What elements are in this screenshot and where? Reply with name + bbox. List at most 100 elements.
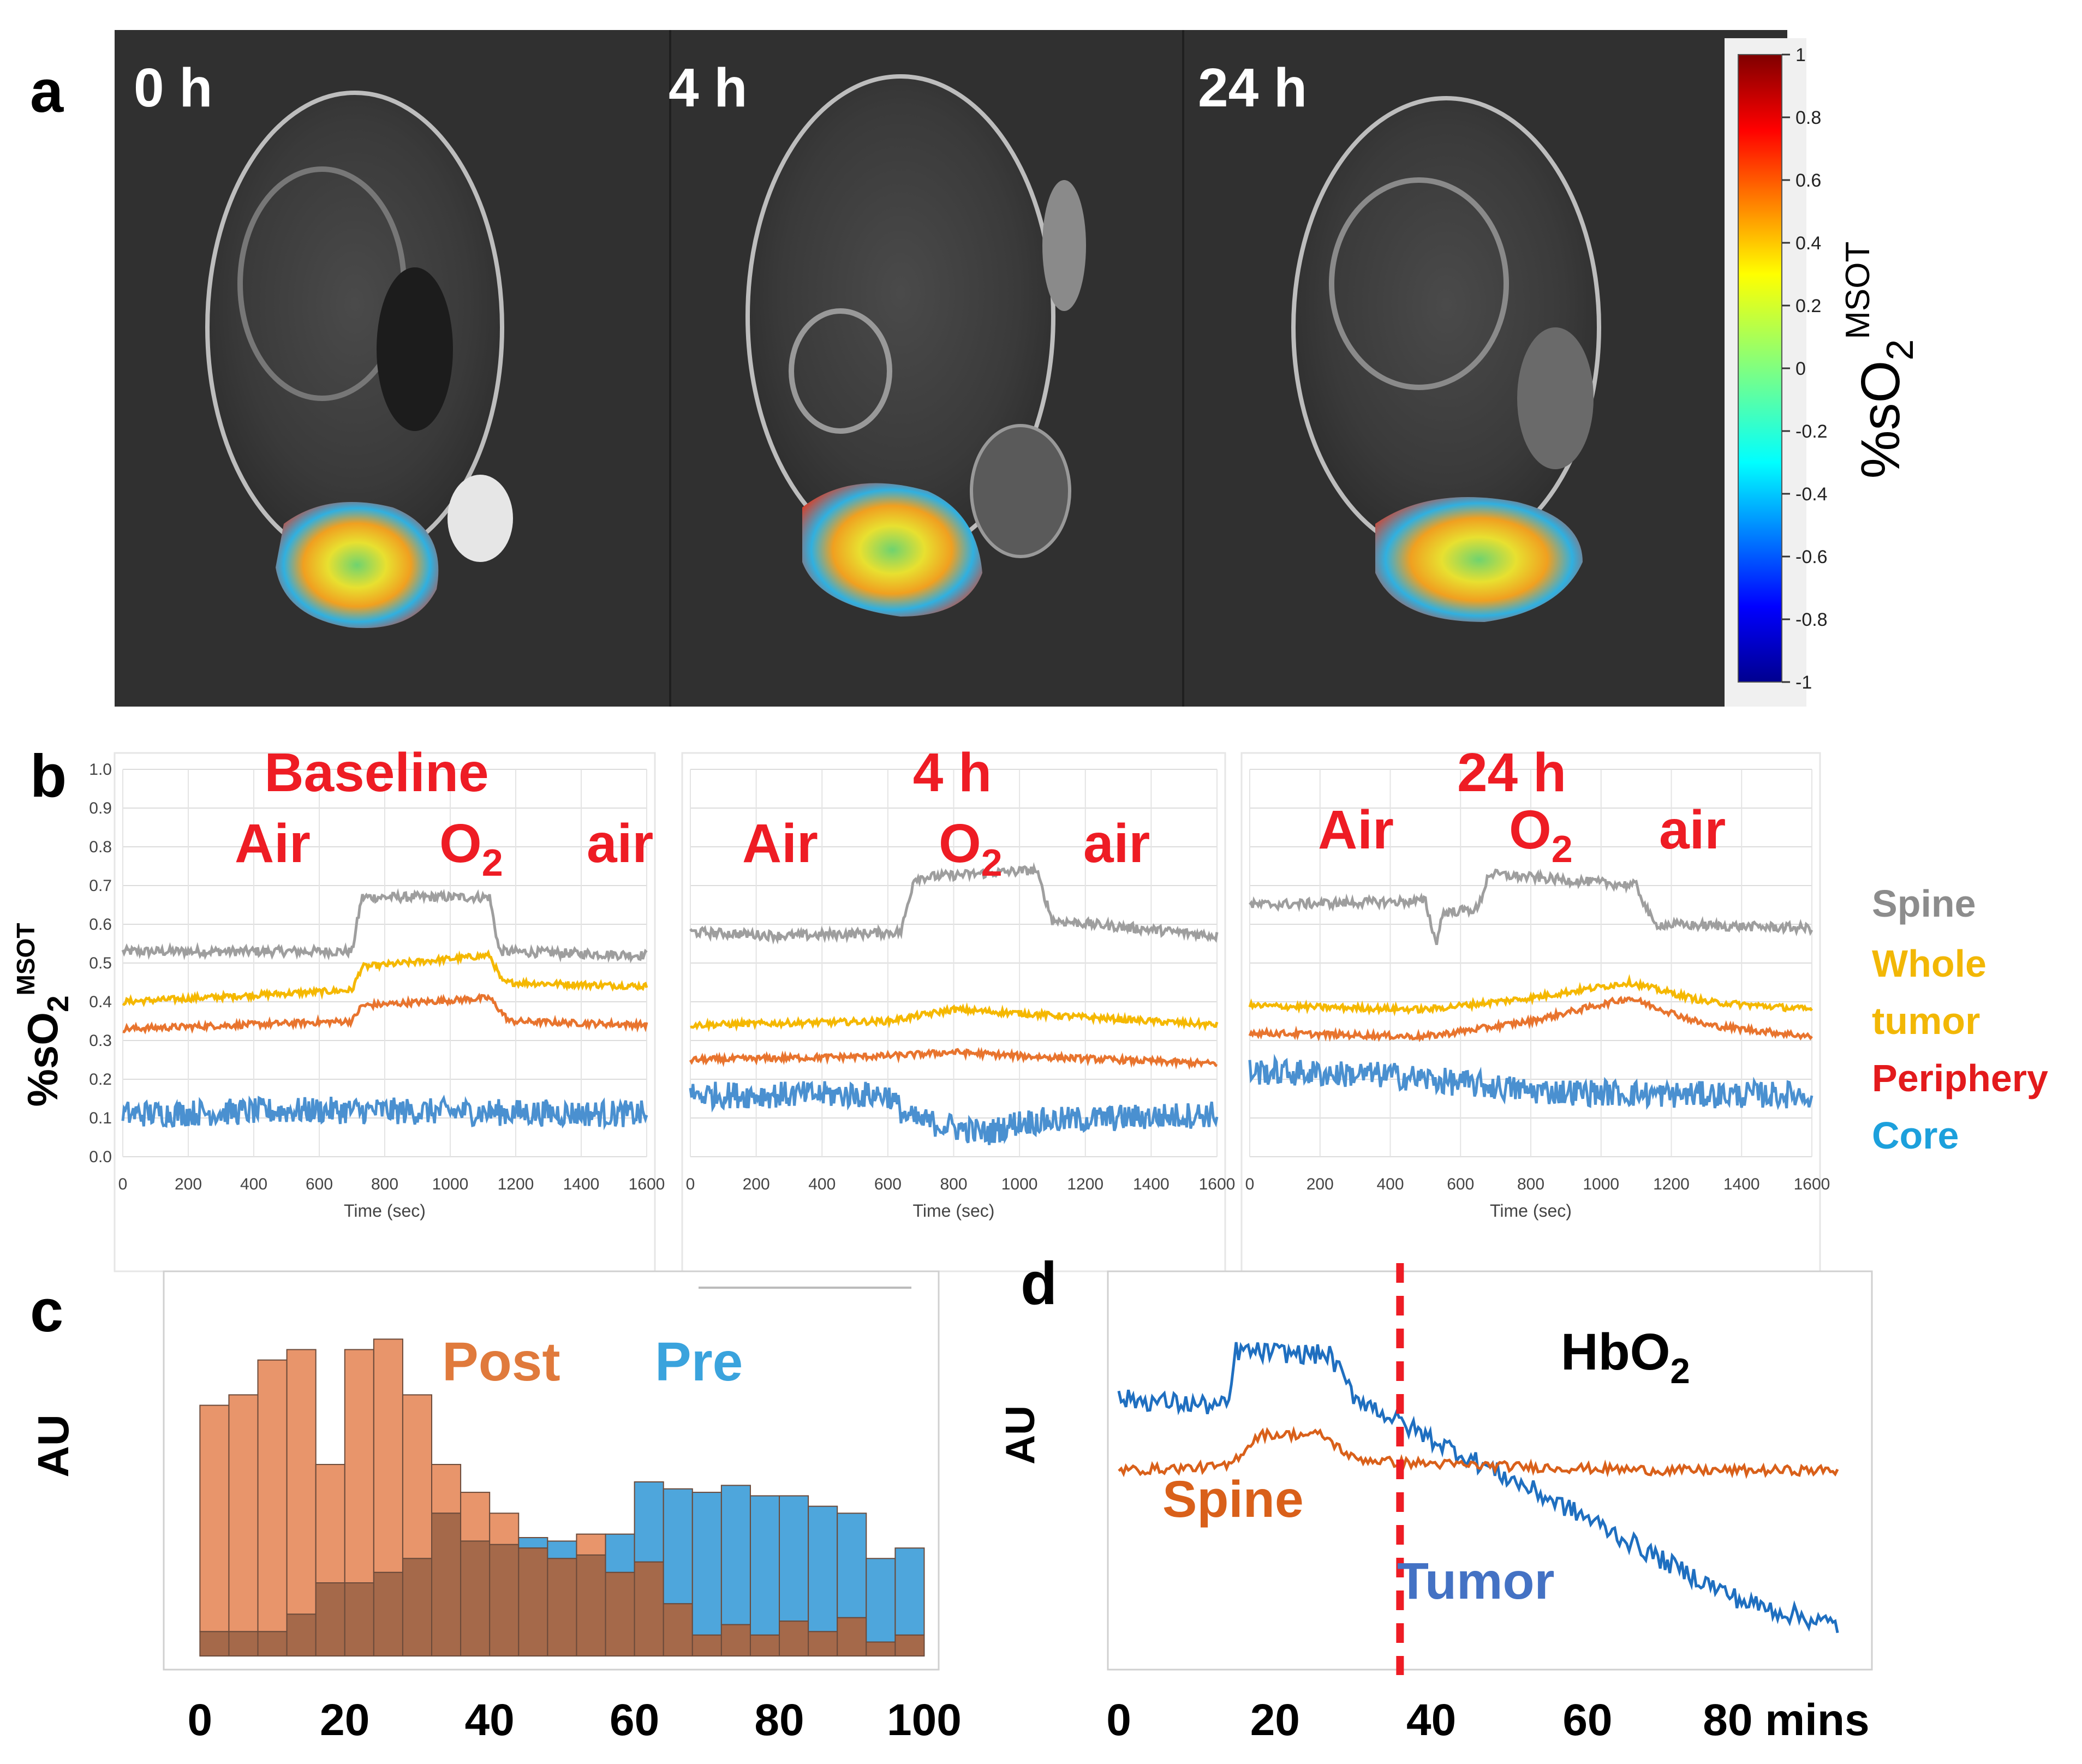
phase-air-4h: Air — [742, 813, 818, 874]
bar-pre — [808, 1505, 838, 1633]
timepoint-label-4h: 4 h — [669, 57, 747, 118]
legend-spine: Spine — [1872, 882, 1976, 925]
chart-title-hbo2: HbO2 — [1561, 1323, 1690, 1391]
x-tick-label: 60 — [1562, 1695, 1612, 1745]
y-tick-label: 0.3 — [89, 1032, 112, 1050]
bar-overlap — [257, 1631, 288, 1657]
colorbar-tick-label: 0.6 — [1795, 170, 1821, 191]
colorbar-label: %sO2MSOT — [1839, 242, 1921, 479]
x-tick-label: 1000 — [1001, 1175, 1038, 1193]
bar-pre — [837, 1512, 867, 1618]
y-tick-label: 0.9 — [89, 799, 112, 817]
y-tick-label: 0.0 — [89, 1148, 112, 1166]
x-tick-label: 1600 — [629, 1175, 665, 1193]
series-line-core — [1248, 1054, 1813, 1110]
series-line-spine — [689, 862, 1219, 945]
colorbar-tick-label: -0.4 — [1795, 484, 1828, 505]
series-line-periphery — [122, 992, 648, 1035]
bar-pre — [663, 1488, 693, 1605]
phase-air-baseline: Air — [235, 813, 311, 874]
series-line-core — [689, 1080, 1219, 1145]
x-tick-label: 0 — [686, 1175, 695, 1193]
bar-overlap — [663, 1603, 693, 1657]
x-tick-label: 100 — [887, 1695, 962, 1745]
mouse-slice-4h — [745, 74, 1086, 617]
legend-core: Core — [1872, 1114, 1959, 1157]
hbo2-line-chart: 0 20 40 60 80 mins — [1106, 1263, 1873, 1745]
bar-pre — [779, 1495, 809, 1622]
y-tick-label: 1.0 — [89, 761, 112, 779]
bar-post — [286, 1349, 317, 1615]
x-tick-label: 400 — [808, 1175, 836, 1193]
x-tick-label: 0 — [118, 1175, 128, 1193]
x-tick-label: 1400 — [563, 1175, 600, 1193]
x-tick-label: 1200 — [1067, 1175, 1103, 1193]
x-tick-label: 800 — [371, 1175, 398, 1193]
x-tick-label: 40 — [1406, 1695, 1456, 1745]
x-tick-label: 1200 — [1653, 1175, 1690, 1193]
bar-overlap — [315, 1582, 345, 1657]
bar-overlap — [720, 1624, 751, 1657]
phase-o2-24h: O2 — [1509, 799, 1573, 870]
bar-pre — [634, 1481, 664, 1563]
bar-overlap — [634, 1561, 664, 1657]
y-tick-label: 0.7 — [89, 877, 112, 895]
bar-overlap — [518, 1547, 548, 1657]
x-tick-label: 1400 — [1133, 1175, 1170, 1193]
chart-title-24h: 24 h — [1457, 742, 1566, 803]
phase-o2-4h: O2 — [939, 813, 1003, 884]
histogram-chart: 0 20 40 60 80 100 — [163, 1270, 962, 1745]
colorbar-tick-label: 1 — [1795, 45, 1806, 65]
x-tick-label: 60 — [610, 1695, 659, 1745]
y-tick-label: 0.8 — [89, 838, 112, 856]
bar-overlap — [691, 1634, 722, 1657]
panel-label-d: d — [1021, 1250, 1057, 1317]
bar-pre — [866, 1558, 896, 1643]
bar-overlap — [228, 1631, 259, 1657]
bar-post — [576, 1533, 606, 1556]
bar-overlap — [431, 1512, 462, 1657]
x-tick-label: 1600 — [1199, 1175, 1236, 1193]
series-line-spine — [121, 888, 648, 964]
chart-4h: 0 200 400 600 800 1000 1200 1400 1600 Time (sec) — [681, 752, 1236, 1272]
x-tick-label: 1400 — [1723, 1175, 1760, 1193]
chart-title-baseline: Baseline — [264, 742, 488, 803]
x-tick-label: 400 — [1376, 1175, 1404, 1193]
chart-baseline: 0 200 400 600 800 1000 1200 1400 1600 0.0 0.1 0.2 0.… — [89, 752, 665, 1272]
bar-overlap — [866, 1641, 896, 1657]
series-label-spine: Spine — [1162, 1470, 1304, 1528]
tumor-overlay-0h — [276, 502, 439, 629]
series-line-whole-tumor — [122, 949, 648, 1008]
bar-post — [344, 1349, 374, 1583]
series-label-tumor: Tumor — [1397, 1552, 1554, 1610]
series-line-spine — [1118, 1426, 1839, 1479]
tumor-overlay-24h — [1375, 497, 1583, 622]
y-tick-label: 0.4 — [89, 993, 112, 1011]
series-line-whole-tumor — [690, 1002, 1219, 1032]
x-tick-label: 80 — [754, 1695, 804, 1745]
phase-air2-24h: air — [1659, 799, 1726, 860]
series-line-periphery — [1248, 995, 1813, 1043]
series-line-tumor — [1117, 1342, 1839, 1634]
colorbar-ticks: 1 0.8 0.6 0.4 0.2 0 -0.2 -0.4 -0.6 -0.8 -1 — [1782, 45, 1828, 693]
timepoint-label-0h: 0 h — [134, 57, 212, 118]
phase-air2-baseline: air — [587, 813, 653, 874]
panel-b-ylabel: %sO2MSOT — [11, 923, 75, 1107]
bar-post — [199, 1404, 230, 1633]
x-tick-label: 40 — [465, 1695, 515, 1745]
legend-periphery: Periphery — [1872, 1057, 2048, 1099]
x-axis-label: Time (sec) — [1490, 1201, 1572, 1221]
y-tick-label: 0.2 — [89, 1071, 112, 1089]
bar-overlap — [894, 1634, 925, 1657]
x-tick-label: 20 — [1250, 1695, 1300, 1745]
bar-pre — [518, 1537, 548, 1549]
x-tick-label: 600 — [306, 1175, 333, 1193]
x-tick-label: 200 — [1307, 1175, 1334, 1193]
colorbar-tick-label: 0.8 — [1795, 107, 1821, 128]
legend-whole: Whole — [1872, 942, 1986, 985]
x-tick-label: 800 — [1517, 1175, 1544, 1193]
colorbar — [1738, 54, 1782, 683]
y-tick-label: 0.1 — [89, 1109, 112, 1127]
colorbar-tick-label: 0.4 — [1795, 233, 1821, 254]
